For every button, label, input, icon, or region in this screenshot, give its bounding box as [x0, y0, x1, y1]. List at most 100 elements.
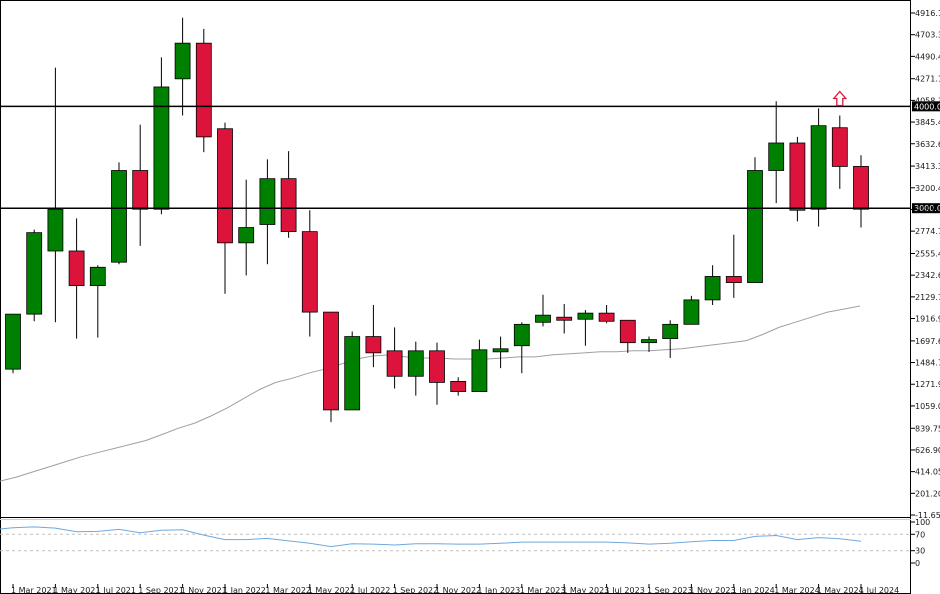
- candle-up: [238, 227, 255, 244]
- candle-up: [344, 336, 361, 411]
- price-tick-label: 2129.75: [915, 293, 940, 302]
- candle-down: [556, 316, 573, 321]
- price-tick-label: 2555.45: [915, 249, 940, 258]
- price-tick-label: -11.65: [915, 511, 940, 520]
- candle-up: [641, 339, 657, 344]
- candle-up: [5, 313, 21, 370]
- price-tick-label: 839.75: [915, 424, 940, 433]
- time-tick-label: 1 Mar 2024: [774, 586, 820, 594]
- candle-down: [450, 380, 467, 392]
- price-tick-label: 1484.75: [915, 359, 940, 368]
- candle-up: [471, 349, 488, 392]
- time-tick-label: 1 Sep 2022: [393, 586, 439, 594]
- signal-layer: [832, 90, 848, 107]
- price-tick-label: 414.05: [915, 468, 940, 477]
- price-tick-label: 1059.05: [915, 402, 940, 411]
- time-tick-label: 1 Nov 2022: [435, 586, 481, 594]
- oscillator-tick-label: 100: [915, 518, 930, 527]
- candle-down: [280, 178, 297, 233]
- candle-down: [323, 311, 339, 411]
- price-tick-label: 3632.60: [915, 140, 940, 149]
- price-tick-label: 3200.45: [915, 184, 940, 193]
- candle-down: [598, 312, 615, 322]
- horizontal-levels-layer: 4000.00 3000.00: [0, 101, 940, 214]
- price-tick-label: 2987.60: [915, 205, 940, 214]
- price-tick-label: 4703.30: [915, 31, 940, 40]
- oscillator-axis: 100 70 30 0: [911, 518, 930, 568]
- oscillator-tick-label: 70: [915, 530, 925, 539]
- price-tick-label: 1271.90: [915, 380, 940, 389]
- oscillator-tick-label: 0: [915, 559, 920, 568]
- candle-down: [195, 42, 212, 138]
- price-tick-label: 4916.15: [915, 9, 940, 18]
- time-tick-label: 1 May 2021: [53, 586, 100, 594]
- time-tick-label: 1 Jul 2021: [96, 586, 136, 594]
- candle-down: [386, 350, 403, 377]
- time-tick-label: 1 May 2024: [817, 586, 864, 594]
- price-tick-label: 4271.15: [915, 75, 940, 84]
- level-label: 4000.00: [914, 102, 940, 111]
- time-tick-label: 1 Mar 2022: [265, 586, 311, 594]
- candle-down: [831, 127, 848, 167]
- candle-up: [662, 323, 679, 339]
- time-tick-label: 1 Sep 2021: [138, 586, 184, 594]
- candle-up: [704, 276, 721, 301]
- time-tick-label: 1 Jan 2022: [223, 586, 266, 594]
- time-tick-label: 1 Mar 2023: [520, 586, 566, 594]
- time-tick-label: 1 Jan 2024: [732, 586, 775, 594]
- candle-down: [619, 319, 636, 344]
- candle-up: [407, 350, 424, 377]
- candle-up: [768, 142, 785, 171]
- oscillator-line: [0, 526, 862, 548]
- moving-average-line: [0, 305, 861, 482]
- price-tick-label: 2774.75: [915, 227, 940, 236]
- candle-down: [365, 336, 382, 354]
- price-axis: 4916.15 4703.30 4490.45 4271.15 4058.30 3845.…: [911, 9, 940, 520]
- candle-up: [153, 86, 170, 210]
- time-tick-label: 1 Jul 2023: [605, 586, 645, 594]
- oscillator-level-lines: [0, 533, 911, 552]
- candle-up: [513, 323, 530, 347]
- candle-down: [301, 231, 318, 313]
- candle-up: [111, 170, 127, 263]
- time-tick-label: 1 Nov 2023: [689, 586, 735, 594]
- level-label: 3000.00: [914, 204, 940, 213]
- price-tick-label: 3845.45: [915, 118, 940, 127]
- candle-down: [217, 128, 233, 244]
- price-tick-label: 626.90: [915, 446, 940, 455]
- candle-down: [68, 250, 85, 287]
- time-tick-label: 1 Jul 2022: [350, 586, 390, 594]
- time-tick-label: 1 Sep 2023: [647, 586, 693, 594]
- candle-down: [725, 276, 742, 283]
- time-tick-label: 1 Jan 2023: [477, 586, 520, 594]
- up-arrow-icon: [832, 90, 848, 107]
- level-label-box: [912, 203, 940, 214]
- candle-up: [26, 232, 43, 315]
- level-label-box: [912, 101, 940, 112]
- plot-frame: [0, 0, 911, 594]
- time-tick-label: 1 May 2023: [562, 586, 609, 594]
- moving-average-layer: [0, 305, 861, 482]
- candles-layer: [5, 17, 869, 423]
- oscillator-tick-label: 30: [915, 547, 925, 556]
- price-tick-label: 1697.60: [915, 337, 940, 346]
- candle-down: [132, 170, 149, 210]
- candle-up: [810, 125, 827, 210]
- candle-up: [535, 314, 551, 323]
- price-tick-label: 3413.30: [915, 162, 940, 171]
- price-tick-label: 1916.90: [915, 315, 940, 324]
- price-tick-label: 2342.60: [915, 271, 940, 280]
- time-tick-label: 1 Jul 2024: [859, 586, 899, 594]
- candle-down: [853, 166, 869, 210]
- candle-down: [429, 350, 445, 383]
- candle-up: [259, 178, 276, 225]
- oscillator-layer: [0, 526, 862, 548]
- time-tick-label: 1 Nov 2021: [181, 586, 227, 594]
- time-tick-label: 1 May 2022: [308, 586, 355, 594]
- candle-up: [683, 299, 700, 325]
- candle-down: [789, 142, 806, 211]
- candle-up: [492, 348, 509, 353]
- price-tick-label: 4490.45: [915, 52, 940, 61]
- candle-up: [577, 312, 594, 320]
